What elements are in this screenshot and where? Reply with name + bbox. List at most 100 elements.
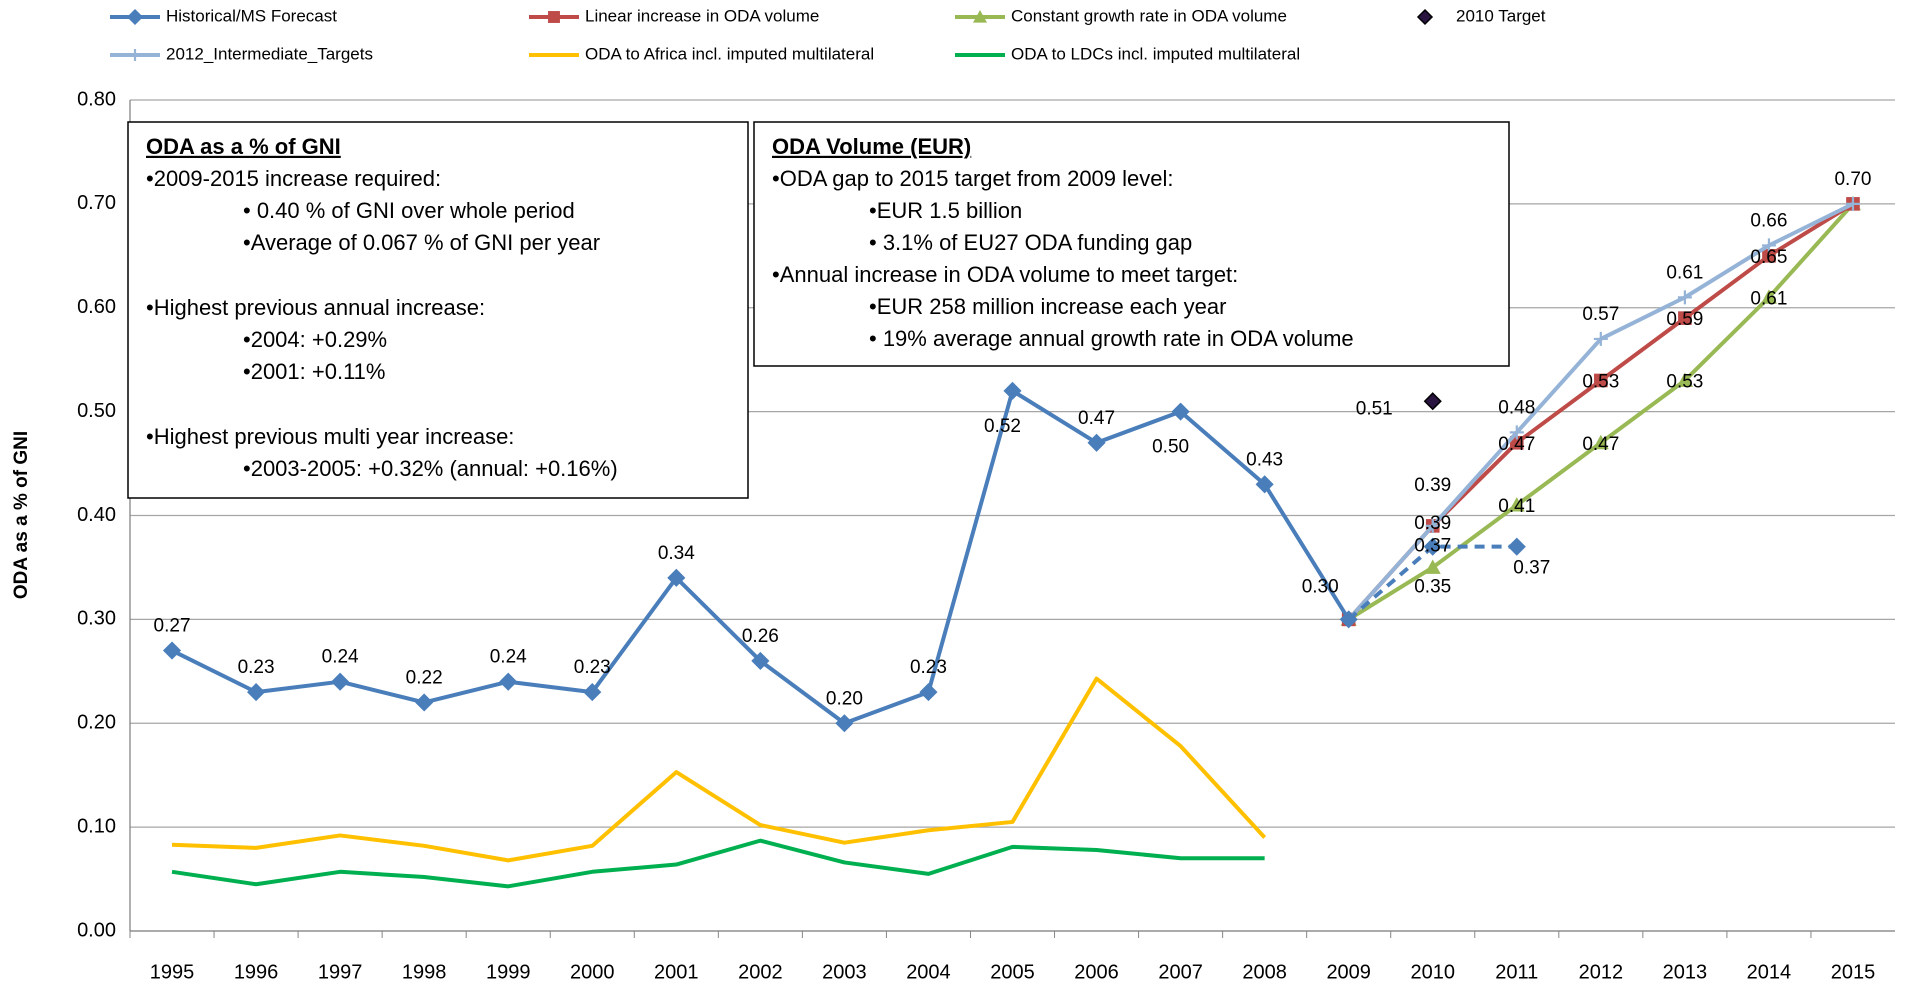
- marker: [1845, 196, 1860, 211]
- data-label: 0.50: [1152, 437, 1189, 458]
- x-tick-label: 2003: [822, 961, 867, 983]
- legend-item: Constant growth rate in ODA volume: [955, 6, 1287, 25]
- annotation-text: •Highest previous multi year increase:: [146, 424, 514, 449]
- data-label: 0.26: [742, 626, 779, 647]
- x-tick-label: 2002: [738, 961, 783, 983]
- marker: [499, 672, 518, 691]
- data-label: 0.52: [984, 416, 1021, 437]
- marker: [1678, 311, 1692, 325]
- marker: [1509, 435, 1524, 450]
- x-tick-label: 2009: [1326, 961, 1371, 983]
- x-tick-label: 1997: [318, 961, 363, 983]
- annotation-text: • 19% average annual growth rate in ODA …: [869, 326, 1354, 351]
- marker: [1760, 289, 1777, 304]
- data-label: 0.48: [1498, 397, 1535, 418]
- data-label: 0.41: [1498, 496, 1535, 517]
- y-tick-label: 0.70: [77, 192, 116, 214]
- marker: [548, 11, 560, 23]
- x-tick-label: 2004: [906, 961, 951, 983]
- x-tick-label: 1998: [402, 961, 447, 983]
- data-label: 0.43: [1246, 449, 1283, 470]
- annotation-text: • 0.40 % of GNI over whole period: [243, 198, 575, 223]
- x-tick-label: 1995: [150, 961, 195, 983]
- annotation-title: ODA Volume (EUR): [772, 134, 971, 159]
- marker: [129, 49, 141, 61]
- x-tick-label: 2001: [654, 961, 699, 983]
- marker: [1508, 497, 1525, 512]
- annotation-box: ODA Volume (EUR) •ODA gap to 2015 target …: [753, 121, 1510, 367]
- data-label: 0.65: [1750, 247, 1787, 268]
- marker: [1509, 425, 1524, 440]
- data-label: 0.61: [1750, 288, 1787, 309]
- marker: [1593, 331, 1608, 346]
- annotation-text: •Average of 0.067 % of GNI per year: [243, 230, 600, 255]
- annotation-text: •Annual increase in ODA volume to meet t…: [772, 262, 1238, 287]
- data-label: 0.53: [1666, 371, 1703, 392]
- annotation-text: •2004: +0.29%: [243, 327, 387, 352]
- data-label: 0.23: [574, 657, 611, 678]
- marker: [583, 683, 602, 702]
- y-tick-label: 0.30: [77, 608, 116, 630]
- x-tick-label: 2013: [1663, 961, 1708, 983]
- marker: [835, 714, 854, 733]
- marker: [1339, 610, 1358, 629]
- data-label: 0.59: [1666, 309, 1703, 330]
- marker: [1425, 518, 1440, 533]
- marker: [667, 568, 686, 587]
- marker: [162, 641, 182, 660]
- data-label: 0.57: [1582, 304, 1619, 325]
- annotation-text: •2001: +0.11%: [243, 359, 385, 384]
- marker: [919, 683, 938, 702]
- x-tick-label: 1996: [234, 961, 279, 983]
- annotation-text: •Highest previous annual increase:: [146, 295, 485, 320]
- marker: [1424, 559, 1441, 574]
- x-tick-label: 2010: [1410, 961, 1455, 983]
- marker: [1255, 475, 1274, 494]
- x-tick-label: 2005: [990, 961, 1035, 983]
- x-tick-label: 2011: [1495, 961, 1538, 983]
- legend-label: Linear increase in ODA volume: [585, 6, 819, 25]
- x-tick-label: 2006: [1074, 961, 1119, 983]
- data-label: 0.22: [406, 667, 443, 688]
- data-label: 0.23: [238, 657, 275, 678]
- y-tick-label: 0.60: [77, 296, 116, 318]
- series-line: [171, 838, 1265, 889]
- data-label: 0.37: [1513, 558, 1550, 579]
- legend-label: Constant growth rate in ODA volume: [1011, 6, 1287, 25]
- x-tick-label: 2015: [1831, 961, 1876, 983]
- data-label: 0.53: [1582, 371, 1619, 392]
- annotation-text: •2009-2015 increase required:: [146, 166, 441, 191]
- data-label: 0.66: [1750, 210, 1787, 231]
- data-label: 0.70: [1834, 169, 1871, 190]
- legend-item: ODA to Africa incl. imputed multilateral: [529, 44, 874, 63]
- marker: [331, 672, 350, 691]
- legend-item: 2012_Intermediate_Targets: [110, 44, 373, 63]
- legend-item: 2010 Target: [1416, 6, 1546, 25]
- legend-item: ODA to LDCs incl. imputed multilateral: [955, 44, 1300, 63]
- annotation-text: • 3.1% of EU27 ODA funding gap: [869, 230, 1192, 255]
- data-label: 0.39: [1414, 513, 1451, 534]
- y-tick-label: 0.10: [77, 815, 116, 837]
- data-label: 0.24: [322, 647, 359, 668]
- marker: [1171, 402, 1190, 421]
- marker: [1592, 434, 1609, 450]
- legend-label: 2012_Intermediate_Targets: [166, 44, 373, 63]
- marker: [1762, 249, 1776, 263]
- marker: [1594, 373, 1608, 388]
- marker: [973, 10, 987, 23]
- data-label: 0.51: [1356, 398, 1393, 419]
- y-tick-label: 0.40: [77, 504, 116, 526]
- data-label: 0.35: [1414, 576, 1451, 597]
- annotation-box: ODA as a % of GNI •2009-2015 increase req…: [127, 121, 749, 499]
- data-label: 0.23: [910, 657, 947, 678]
- legend-item: Historical/MS Forecast: [110, 6, 337, 25]
- y-tick-label: 0.00: [77, 919, 116, 941]
- x-tick-label: 2014: [1747, 961, 1792, 983]
- marker: [247, 683, 266, 702]
- data-label: 0.30: [1302, 576, 1339, 597]
- data-label: 0.37: [1414, 536, 1451, 557]
- data-label: 0.47: [1582, 434, 1619, 455]
- legend-label: ODA to LDCs incl. imputed multilateral: [1011, 44, 1300, 63]
- x-tick-label: 2007: [1158, 961, 1203, 983]
